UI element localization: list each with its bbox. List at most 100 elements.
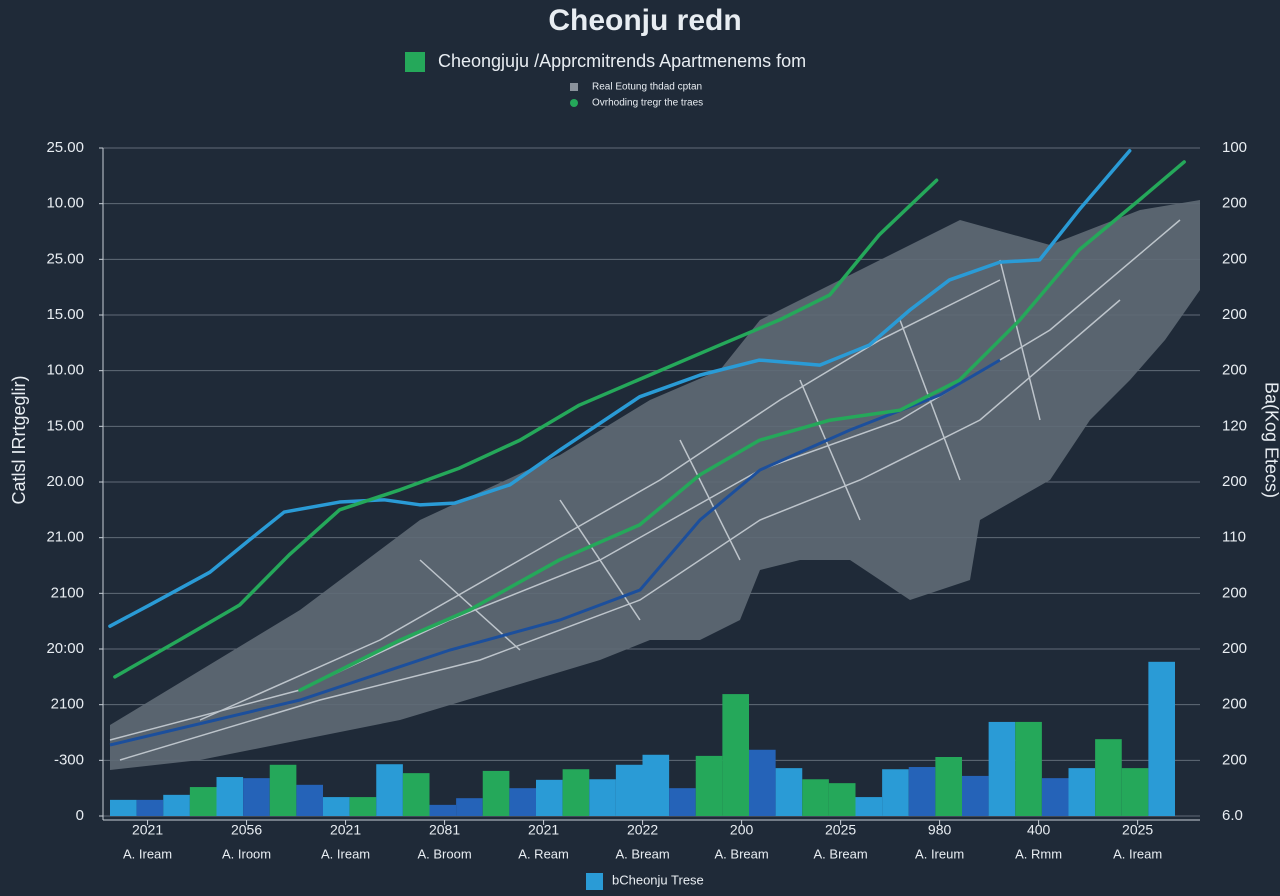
y2-tick-label: 200 — [1222, 195, 1247, 212]
y2-tick-label: 200 — [1222, 306, 1247, 323]
legend-swatch — [570, 83, 578, 91]
x-tick-sublabel: A. Iream — [321, 846, 370, 861]
legend-label: Ovrhoding tregr the traes — [592, 98, 703, 109]
legend-swatch — [405, 52, 425, 72]
y-tick-label: 15.00 — [46, 417, 84, 434]
y-tick-label: 20:00 — [46, 640, 84, 657]
y-tick-label: 25.00 — [46, 250, 84, 267]
y-tick-label: 0 — [76, 807, 84, 824]
y-tick-label: 2100 — [51, 584, 84, 601]
bar — [1015, 721, 1042, 816]
y2-tick-label: 200 — [1222, 584, 1247, 601]
y2-tick-label: 200 — [1222, 640, 1247, 657]
y-tick-label: 2100 — [51, 696, 84, 713]
y2-tick-label: 6.0 — [1222, 807, 1243, 824]
y-axis-title: Catlsl IRrtgeglir) — [9, 375, 29, 504]
bar — [349, 797, 377, 816]
bar — [882, 769, 909, 816]
x-tick-label: 2021 — [528, 822, 559, 838]
bar — [243, 778, 270, 816]
bar — [988, 721, 1016, 816]
y-tick-label: 21.00 — [46, 529, 84, 546]
bar — [429, 804, 457, 816]
x-tick-label: 2025 — [825, 822, 856, 838]
x-tick-label: 2081 — [429, 822, 460, 838]
bar — [509, 788, 536, 816]
bar — [615, 764, 643, 816]
bar — [749, 749, 776, 816]
x-tick-sublabel: A. Rmm — [1015, 846, 1062, 861]
y2-tick-label: 200 — [1222, 696, 1247, 713]
bar — [908, 767, 936, 816]
bar — [323, 797, 350, 816]
x-tick-label: 2056 — [231, 822, 262, 838]
x-tick-label: 2022 — [627, 822, 658, 838]
road — [199, 279, 1001, 721]
y-tick-label: 10.00 — [46, 195, 84, 212]
x-tick-label: 2025 — [1122, 822, 1153, 838]
road — [419, 259, 1041, 651]
x-tick-sublabel: A. Ream — [518, 846, 569, 861]
y2-tick-label: 100 — [1222, 139, 1247, 156]
x-tick-sublabel: A. Bream — [715, 846, 769, 861]
legend-label: Real Eotung thdad cptan — [592, 82, 702, 93]
y2-tick-label: 200 — [1222, 473, 1247, 490]
legend-swatch — [586, 873, 603, 890]
bar — [1095, 739, 1122, 816]
y-tick-label: 10.00 — [46, 362, 84, 379]
map-area — [110, 200, 1200, 770]
x-tick-sublabel: A. Bream — [814, 846, 868, 861]
bar — [110, 799, 137, 816]
x-tick-sublabel: A. Iroom — [222, 846, 271, 861]
x-tick-label: 2021 — [132, 822, 163, 838]
y-tick-label: 25.00 — [46, 139, 84, 156]
bar — [962, 775, 989, 816]
y-tick-label: -300 — [54, 751, 84, 768]
line — [113, 178, 939, 679]
legend-swatch — [570, 99, 578, 107]
bar — [1148, 661, 1175, 816]
bar — [695, 755, 723, 816]
bar — [1121, 768, 1149, 816]
bar — [482, 770, 510, 816]
bar — [802, 779, 829, 816]
bar — [136, 799, 164, 816]
legend-label: Cheongjuju /Apprcmitrends Apartmenems fo… — [438, 51, 806, 71]
map-roads — [109, 219, 1181, 761]
bar — [216, 777, 244, 816]
x-tick-label: 2021 — [330, 822, 361, 838]
bar — [562, 769, 590, 816]
y2-tick-label: 110 — [1222, 529, 1246, 546]
line — [298, 160, 1186, 692]
bar — [855, 797, 883, 816]
bar — [1041, 778, 1069, 816]
x-tick-sublabel: A. Iream — [1113, 846, 1162, 861]
bar — [269, 764, 297, 816]
y2-axis-title: Ba(Kog Etecs) — [1261, 382, 1280, 498]
bar — [402, 773, 430, 816]
x-tick-sublabel: A. Broom — [417, 846, 471, 861]
line — [108, 149, 1132, 628]
y2-tick-label: 200 — [1222, 751, 1247, 768]
bar — [828, 783, 856, 816]
x-tick-label: 200 — [730, 822, 754, 838]
y2-tick-label: 200 — [1222, 362, 1247, 379]
y2-tick-label: 120 — [1222, 417, 1247, 434]
x-tick-label: 400 — [1027, 822, 1051, 838]
bar — [669, 788, 696, 816]
legend-label: bCheonju Trese — [612, 872, 704, 887]
x-tick-label: 980 — [928, 822, 952, 838]
x-tick-sublabel: A. Bream — [615, 846, 669, 861]
marks — [108, 149, 1186, 816]
bar — [536, 779, 563, 816]
bar — [1068, 768, 1096, 816]
bar — [722, 694, 749, 816]
bar — [589, 779, 616, 816]
bar — [456, 798, 483, 816]
road — [119, 299, 1121, 761]
y-tick-label: 15.00 — [46, 306, 84, 323]
bar — [163, 794, 190, 816]
bar — [296, 784, 323, 816]
